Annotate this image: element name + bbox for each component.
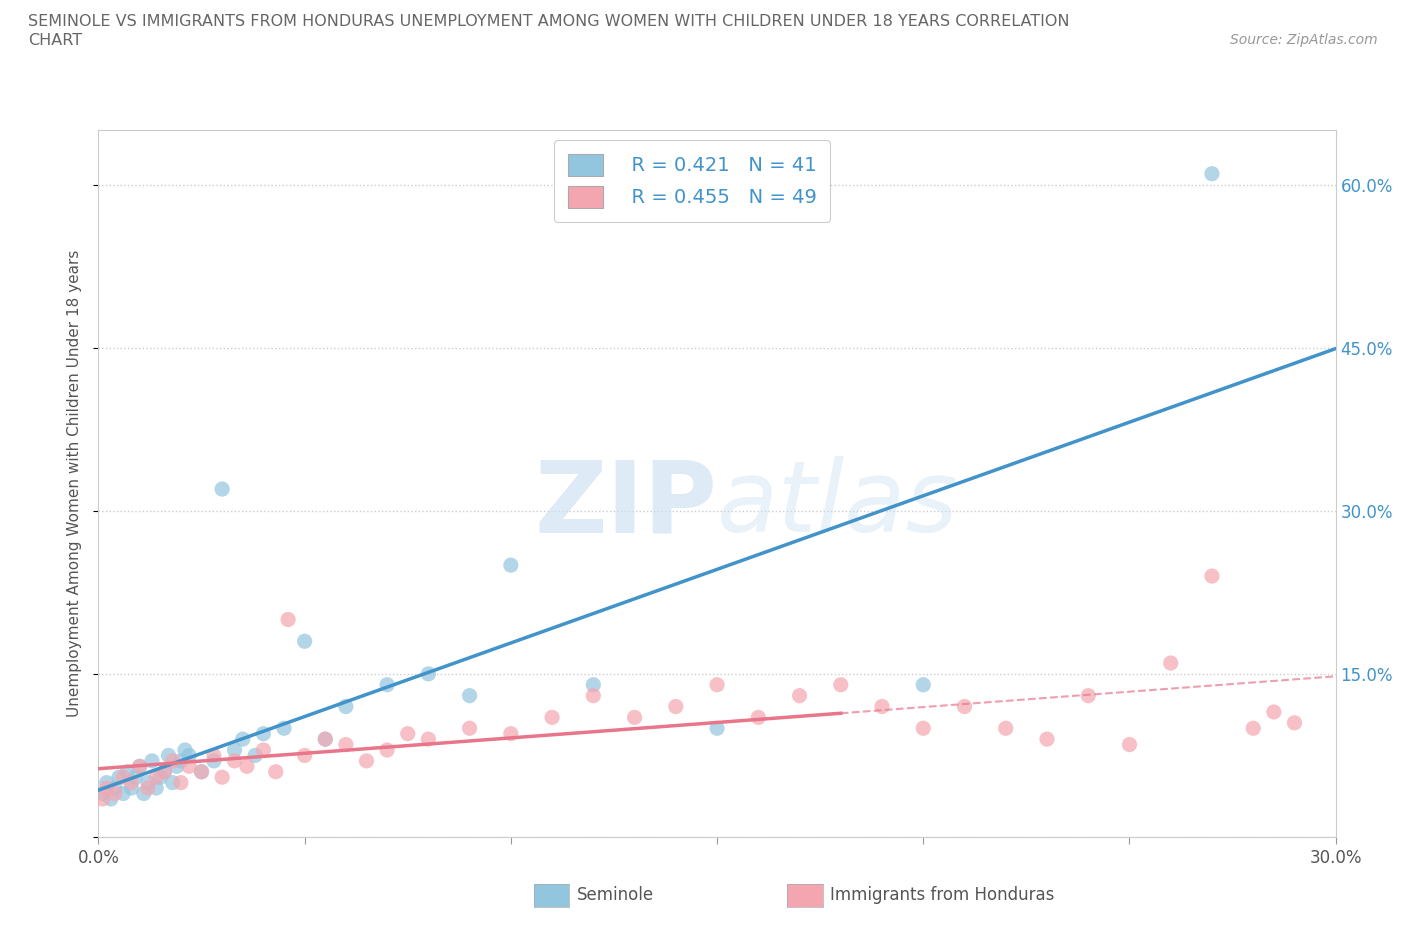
Point: [170, 776, 193, 790]
Point: [120, 776, 142, 790]
Point: [335, 737, 357, 752]
Point: [252, 742, 274, 757]
Point: [356, 753, 378, 768]
Point: [112, 770, 135, 785]
Point: [141, 753, 163, 768]
Point: [170, 753, 193, 768]
Point: [273, 721, 295, 736]
Point: [418, 732, 440, 747]
Point: [252, 726, 274, 741]
Point: [96, 780, 118, 795]
Point: [335, 699, 357, 714]
Point: [136, 780, 159, 795]
Point: [153, 764, 176, 779]
Point: [211, 482, 233, 497]
Point: [132, 786, 155, 801]
Point: [190, 764, 212, 779]
Point: [375, 677, 398, 692]
Point: [145, 780, 167, 795]
Point: [264, 764, 287, 779]
Point: [104, 786, 127, 801]
Point: [232, 732, 254, 747]
Point: [224, 742, 246, 757]
Text: atlas: atlas: [717, 457, 959, 553]
Point: [128, 759, 150, 774]
Point: [243, 748, 266, 763]
Point: [1036, 732, 1059, 747]
Point: [375, 742, 398, 757]
Point: [211, 770, 233, 785]
Point: [1241, 721, 1264, 736]
Point: [747, 710, 769, 724]
Point: [582, 688, 605, 703]
Point: [994, 721, 1017, 736]
Point: [124, 770, 146, 785]
Point: [706, 677, 728, 692]
Point: [162, 753, 184, 768]
Point: [1201, 568, 1223, 583]
Point: [108, 770, 131, 785]
Text: Source: ZipAtlas.com: Source: ZipAtlas.com: [1230, 33, 1378, 46]
Point: [789, 688, 811, 703]
Point: [149, 770, 172, 785]
Point: [136, 776, 159, 790]
Point: [499, 726, 522, 741]
Point: [96, 776, 118, 790]
Y-axis label: Unemployment Among Women with Children Under 18 years: Unemployment Among Women with Children U…: [67, 250, 83, 717]
Point: [396, 726, 419, 741]
Point: [128, 759, 150, 774]
Point: [112, 786, 135, 801]
Point: [1160, 656, 1182, 671]
Point: [162, 776, 184, 790]
Point: [294, 634, 316, 649]
Point: [202, 753, 225, 768]
Point: [953, 699, 976, 714]
Point: [830, 677, 852, 692]
Point: [91, 791, 114, 806]
Text: Immigrants from Honduras: Immigrants from Honduras: [830, 885, 1054, 904]
Point: [179, 759, 201, 774]
Point: [458, 688, 481, 703]
Text: CHART: CHART: [28, 33, 82, 47]
Point: [314, 732, 336, 747]
Point: [120, 780, 142, 795]
Point: [236, 759, 259, 774]
Point: [190, 764, 212, 779]
Point: [1118, 737, 1140, 752]
Point: [623, 710, 645, 724]
Point: [418, 667, 440, 682]
Legend:   R = 0.421   N = 41,   R = 0.455   N = 49: R = 0.421 N = 41, R = 0.455 N = 49: [554, 140, 830, 221]
Point: [1263, 705, 1285, 720]
Point: [499, 558, 522, 573]
Point: [179, 748, 201, 763]
Text: ZIP: ZIP: [534, 457, 717, 553]
Point: [458, 721, 481, 736]
Point: [1284, 715, 1306, 730]
Point: [1201, 166, 1223, 181]
Point: [582, 677, 605, 692]
Text: SEMINOLE VS IMMIGRANTS FROM HONDURAS UNEMPLOYMENT AMONG WOMEN WITH CHILDREN UNDE: SEMINOLE VS IMMIGRANTS FROM HONDURAS UNE…: [28, 14, 1070, 29]
Point: [153, 764, 176, 779]
Point: [104, 780, 127, 795]
Point: [294, 748, 316, 763]
Text: Seminole: Seminole: [576, 885, 654, 904]
Point: [665, 699, 688, 714]
Point: [224, 753, 246, 768]
Point: [277, 612, 299, 627]
Point: [145, 770, 167, 785]
Point: [541, 710, 564, 724]
Point: [202, 748, 225, 763]
Point: [1077, 688, 1099, 703]
Point: [174, 742, 197, 757]
Point: [870, 699, 893, 714]
Point: [91, 786, 114, 801]
Point: [117, 764, 139, 779]
Point: [912, 721, 935, 736]
Point: [314, 732, 336, 747]
Point: [706, 721, 728, 736]
Point: [166, 759, 188, 774]
Point: [912, 677, 935, 692]
Point: [100, 791, 122, 806]
Point: [157, 748, 180, 763]
